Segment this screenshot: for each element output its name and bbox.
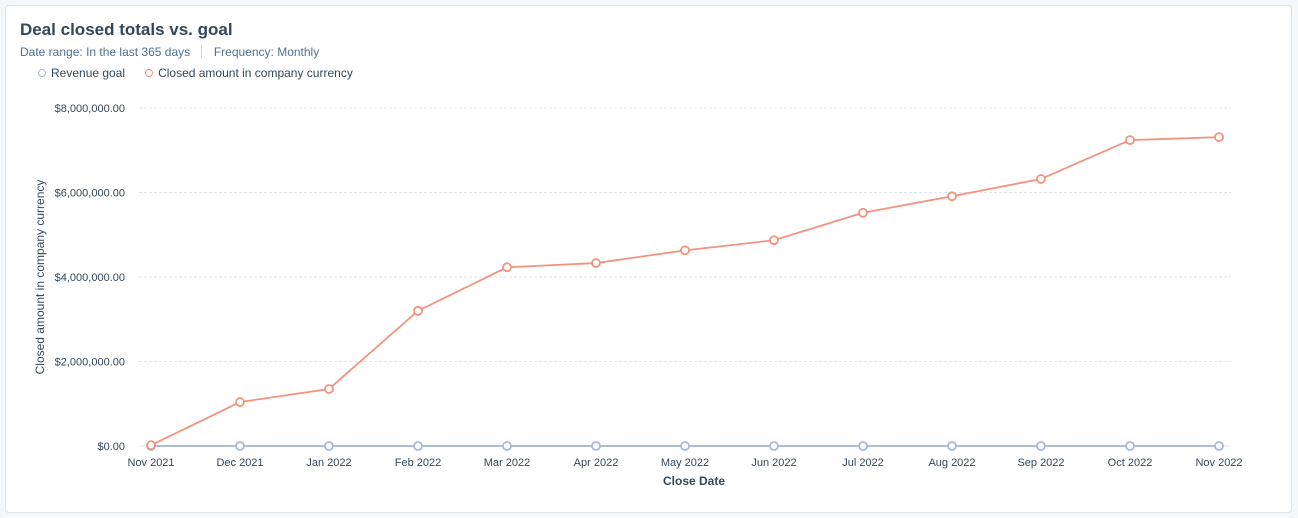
y-tick-label: $2,000,000.00	[55, 357, 125, 369]
y-axis-title: Closed amount in company currency	[33, 180, 47, 375]
x-axis-title: Close Date	[663, 474, 725, 488]
x-tick-label: Nov 2022	[1195, 457, 1242, 469]
report-title: Deal closed totals vs. goal	[20, 20, 233, 39]
data-point-closed-amount	[413, 305, 423, 316]
x-tick-label: Mar 2022	[484, 457, 530, 469]
data-point-revenue-goal	[413, 441, 423, 451]
data-point-revenue-goal	[235, 441, 245, 451]
y-tick-label: $4,000,000.00	[55, 272, 125, 284]
data-point-revenue-goal	[858, 441, 868, 451]
x-tick-label: Dec 2021	[216, 457, 263, 469]
x-tick-label: Aug 2022	[928, 457, 975, 469]
y-tick-label: $0.00	[97, 441, 125, 453]
data-point-revenue-goal	[591, 441, 601, 451]
chart-legend: Revenue goal Closed amount in company cu…	[38, 66, 353, 80]
data-point-closed-amount	[235, 397, 245, 407]
x-tick-label: May 2022	[661, 457, 709, 469]
x-tick-label: Jun 2022	[751, 457, 796, 469]
data-point-revenue-goal	[769, 441, 779, 451]
data-point-closed-amount	[502, 262, 512, 273]
data-point-closed-amount	[1125, 135, 1135, 146]
date-range-label: Date range:	[20, 45, 83, 59]
filter-divider	[201, 45, 203, 58]
x-tick-label: Jul 2022	[842, 457, 884, 469]
data-point-revenue-goal	[1214, 441, 1224, 451]
data-point-closed-amount	[769, 235, 779, 246]
data-point-revenue-goal	[324, 441, 334, 451]
data-point-closed-amount	[858, 207, 868, 218]
legend-label: Closed amount in company currency	[158, 66, 353, 80]
x-tick-label: Oct 2022	[1108, 457, 1153, 469]
data-point-revenue-goal	[502, 441, 512, 451]
y-tick-label: $6,000,000.00	[55, 188, 125, 200]
data-point-closed-amount	[1214, 132, 1224, 143]
x-tick-label: Sep 2022	[1017, 457, 1064, 469]
y-tick-label: $8,000,000.00	[55, 103, 125, 115]
data-point-closed-amount	[146, 440, 156, 451]
data-point-closed-amount	[324, 384, 334, 394]
legend-item-revenue-goal[interactable]: Revenue goal	[38, 66, 125, 80]
data-point-closed-amount	[947, 191, 957, 202]
legend-marker-icon	[38, 69, 46, 77]
legend-label: Revenue goal	[51, 66, 126, 80]
x-tick-label: Apr 2022	[574, 457, 619, 469]
data-point-revenue-goal	[1036, 441, 1046, 451]
data-point-closed-amount	[680, 245, 690, 256]
data-point-revenue-goal	[947, 441, 957, 451]
data-point-closed-amount	[591, 258, 601, 268]
legend-marker-icon	[145, 69, 154, 77]
data-point-revenue-goal	[1125, 441, 1135, 451]
x-tick-label: Jan 2022	[306, 457, 351, 469]
legend-item-closed-amount[interactable]: Closed amount in company currency	[145, 66, 353, 80]
date-range-value: In the last 365 days	[86, 45, 191, 59]
report-filters: Date range: In the last 365 days Frequen…	[20, 45, 319, 59]
data-point-closed-amount	[1036, 174, 1046, 184]
report-card: Deal closed totals vs. goal Date range: …	[5, 5, 1292, 513]
frequency-value: Monthly	[277, 45, 320, 59]
data-point-revenue-goal	[680, 441, 690, 451]
x-tick-label: Nov 2021	[127, 457, 174, 469]
x-tick-label: Feb 2022	[395, 457, 441, 469]
frequency-label: Frequency:	[213, 45, 274, 59]
series-line-closed-amount	[150, 136, 1220, 446]
